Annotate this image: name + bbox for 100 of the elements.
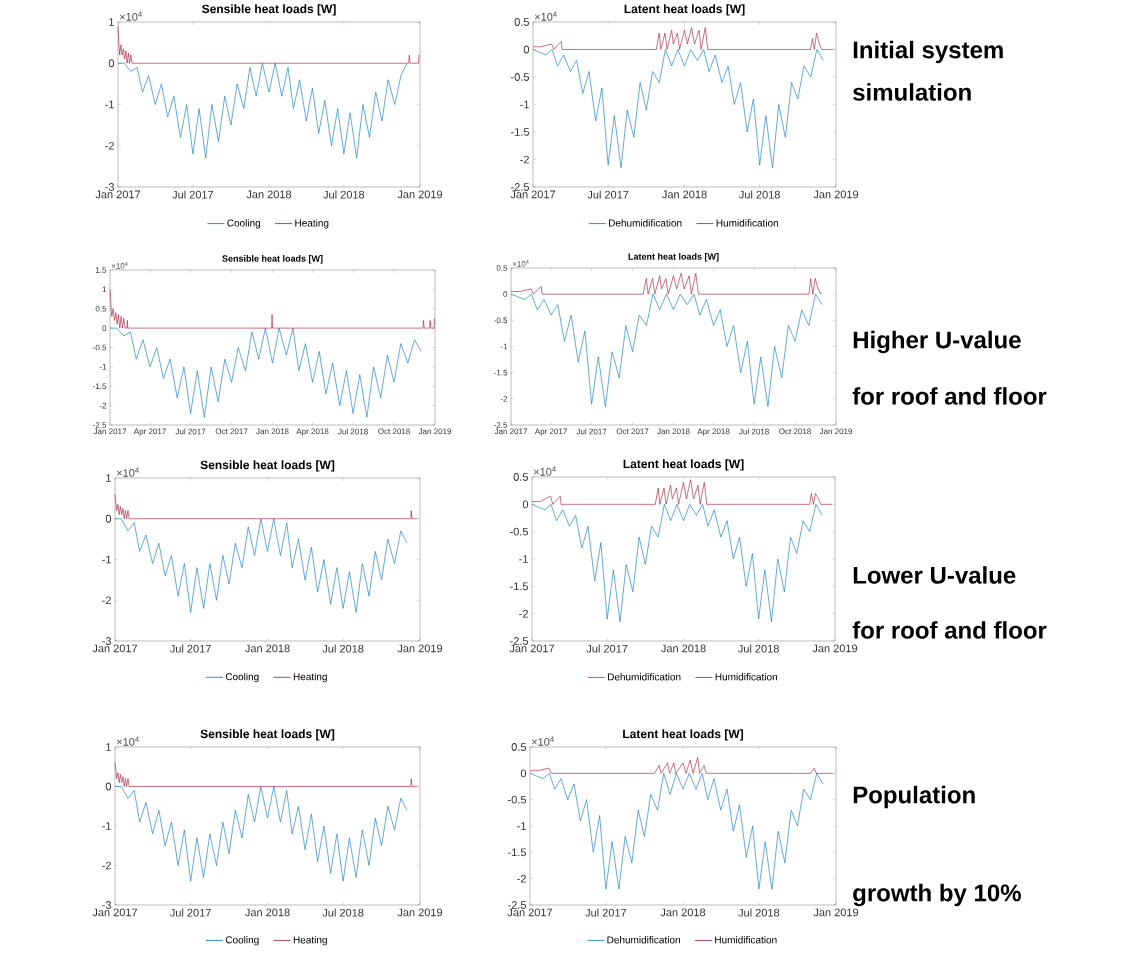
x-tick-label: Jan 2018 [256,428,289,435]
x-tick-label: Jul 2018 [738,908,780,917]
text: Initial system [853,40,1003,64]
y-tick-label: -2.5 [494,422,508,428]
text: ×10$^{4}$ [116,467,139,477]
legend-label: Cooling [227,219,261,229]
chart-title: Sensible heat loads [W] [222,255,323,264]
line-series [114,493,418,520]
y-tick-label: -1 [102,555,111,564]
text: ×10$^{4}$ [116,736,139,746]
x-tick-label: Jul 2017 [586,644,628,653]
legend-label: Humidification [716,219,778,227]
y-tick-label: -2 [99,402,107,409]
x-tick-label: Jul 2018 [739,190,780,199]
text: for roof and floor [852,387,1047,405]
x-tick-label: Oct 2018 [779,428,811,435]
y-tick-label: 0.5 [496,265,508,271]
text: Population [853,785,975,809]
y-tick-label: -3 [102,901,111,909]
chart-title: Latent heat loads [W] [628,253,719,262]
legend-label: Dehumidification [607,673,681,681]
text: for roof and floor [852,621,1047,639]
y-tick-label: -1 [99,364,107,370]
x-tick-label: Jul 2017 [170,908,211,917]
y-tick-label: -0.5 [93,344,107,351]
legend-label: Heating [293,936,327,946]
x-tick-label: Jan 2017 [92,644,138,653]
y-tick-label: -2 [500,396,508,402]
y-tick-label: -2.5 [93,422,107,428]
x-tick-label: Apr 2018 [697,428,730,436]
x-tick-label: Jan 2017 [494,428,528,435]
x-tick-label: Oct 2017 [215,428,248,435]
y-tick-label: -1 [105,100,114,109]
x-tick-label: Jan 2019 [813,908,859,917]
chart-title: Latent heat loads [W] [623,729,743,741]
y-tick-label: -1.5 [93,383,107,390]
y-tick-label: 0 [108,59,115,68]
legend-label: Dehumidification [607,936,680,944]
x-tick-label: Jan 2019 [813,190,859,199]
y-tick-label: 0 [102,325,107,331]
y-tick-label: -1.5 [511,128,530,136]
x-tick-label: Jul 2017 [175,428,206,435]
legend-label: Heating [293,672,327,683]
x-tick-label: Jan 2019 [819,428,853,435]
y-tick-label: -2 [105,141,114,150]
x-tick-label: Jul 2017 [172,190,214,199]
x-tick-label: Apr 2017 [534,428,567,436]
y-tick-label: 0 [105,782,112,791]
x-tick-label: Jan 2018 [662,190,707,199]
y-tick-label: -1.5 [494,369,508,376]
text: simulation [853,83,971,101]
y-tick-label: 0 [523,45,530,54]
text: ×10$^{4}$ [512,260,529,267]
y-tick-label: 1 [106,743,111,751]
x-tick-label: Apr 2018 [296,428,329,436]
x-tick-label: Jul 2018 [322,908,364,917]
y-tick-label: -2 [519,609,528,618]
x-tick-label: Jan 2019 [397,190,443,199]
chart-title: Latent heat loads [W] [624,4,745,16]
y-tick-label: -1 [519,555,528,563]
y-tick-label: -2.5 [508,901,527,909]
line-series [117,62,408,159]
x-tick-label: Jan 2018 [245,908,290,917]
y-tick-label: -0.5 [494,317,508,324]
y-tick-label: -2.5 [511,183,530,191]
x-tick-label: Jan 2019 [397,644,443,653]
text: ×10$^{4}$ [119,11,142,21]
y-tick-label: -1.5 [510,582,529,591]
x-tick-label: Jan 2017 [95,190,141,199]
x-tick-label: Jan 2018 [657,428,690,435]
y-tick-label: 1 [109,18,114,26]
y-tick-label: 1 [106,474,111,482]
x-tick-label: Jul 2018 [322,644,364,653]
x-tick-label: Jan 2018 [245,644,290,653]
x-tick-label: Jul 2017 [585,908,627,917]
y-tick-label: -1 [517,822,526,830]
y-tick-label: -3 [105,183,114,191]
text: ×10$^{4}$ [531,736,554,746]
y-tick-label: 0.5 [514,18,530,26]
y-tick-label: -3 [102,637,111,645]
line-series [529,757,834,774]
y-tick-label: -1 [500,343,508,350]
y-tick-label: 0 [105,514,112,523]
y-tick-label: 0 [520,769,527,778]
y-tick-label: -0.5 [511,73,530,81]
x-tick-label: Jan 2017 [93,428,127,435]
line-series [114,786,408,882]
y-tick-label: -1 [102,822,111,830]
legend-label: Dehumidification [608,219,682,227]
line-series [117,25,420,64]
x-tick-label: Jan 2019 [397,908,443,917]
x-tick-label: Jan 2018 [660,908,706,917]
x-tick-label: Jul 2018 [738,644,779,653]
y-tick-label: 0 [503,291,508,297]
chart-title: Sensible heat loads [W] [200,460,335,472]
x-tick-label: Oct 2018 [378,428,410,435]
x-tick-label: Jul 2018 [739,428,769,435]
x-tick-label: Jan 2019 [812,644,858,653]
line-series [529,773,824,890]
legend-label: Humidification [715,673,777,681]
